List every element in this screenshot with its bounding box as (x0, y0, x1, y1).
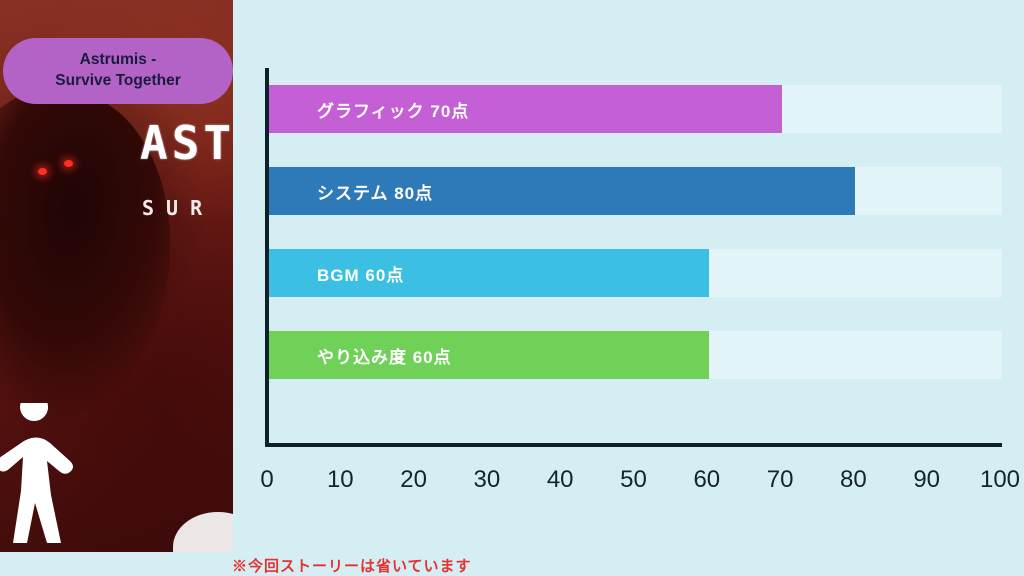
bar-row: BGM 60点 (269, 249, 1002, 297)
bar-track: BGM 60点 (269, 249, 1002, 297)
bar-label: やり込み度 60点 (317, 347, 452, 367)
bar-track: グラフィック 70点 (269, 85, 1002, 133)
creature-eye-icon (38, 168, 47, 175)
bar-fill: やり込み度 60点 (269, 331, 709, 379)
x-tick-label: 50 (620, 466, 647, 493)
bar-track: やり込み度 60点 (269, 331, 1002, 379)
x-tick-label: 100 (979, 466, 1021, 493)
x-tick-label: 10 (326, 466, 354, 493)
game-logo-subtitle: SUR (142, 196, 215, 220)
footnote-text: ※今回ストーリーは省いています (232, 558, 472, 575)
x-tick-label: 60 (693, 466, 721, 493)
bar-row: やり込み度 60点 (269, 331, 1002, 379)
foreground-silhouette (173, 512, 233, 552)
x-tick-label: 80 (840, 466, 867, 493)
x-tick-label: 40 (546, 466, 574, 493)
bar-fill: グラフィック 70点 (269, 85, 783, 133)
bar-track: システム 80点 (269, 167, 1002, 215)
x-tick-label: 30 (473, 466, 501, 493)
person-silhouette (0, 393, 108, 552)
bar-label: BGM 60点 (317, 265, 405, 285)
game-logo-text: AST (140, 116, 233, 170)
game-title-badge: Astrumis - Survive Together (3, 38, 233, 104)
x-tick-label: 0 (260, 466, 274, 493)
bar-chart: グラフィック 70点 システム 80点 BGM 60点やり込み度 60点 (265, 68, 1002, 447)
game-title-line2: Survive Together (55, 72, 181, 89)
bar-row: システム 80点 (269, 167, 1002, 215)
x-axis-labels: 0 10 20 30 40 50 60 70 80 90 100 (260, 466, 1020, 500)
bar-row: グラフィック 70点 (269, 85, 1002, 133)
x-tick-label: 20 (400, 466, 427, 493)
bar-fill: BGM 60点 (269, 249, 709, 297)
creature-eye-icon (64, 160, 73, 167)
bar-label: システム 80点 (317, 183, 434, 203)
x-tick-label: 90 (913, 466, 941, 493)
game-title-line1: Astrumis - (79, 51, 157, 69)
x-tick-label: 70 (766, 466, 794, 493)
bar-fill: システム 80点 (269, 167, 856, 215)
bar-label: グラフィック 70点 (317, 101, 470, 121)
